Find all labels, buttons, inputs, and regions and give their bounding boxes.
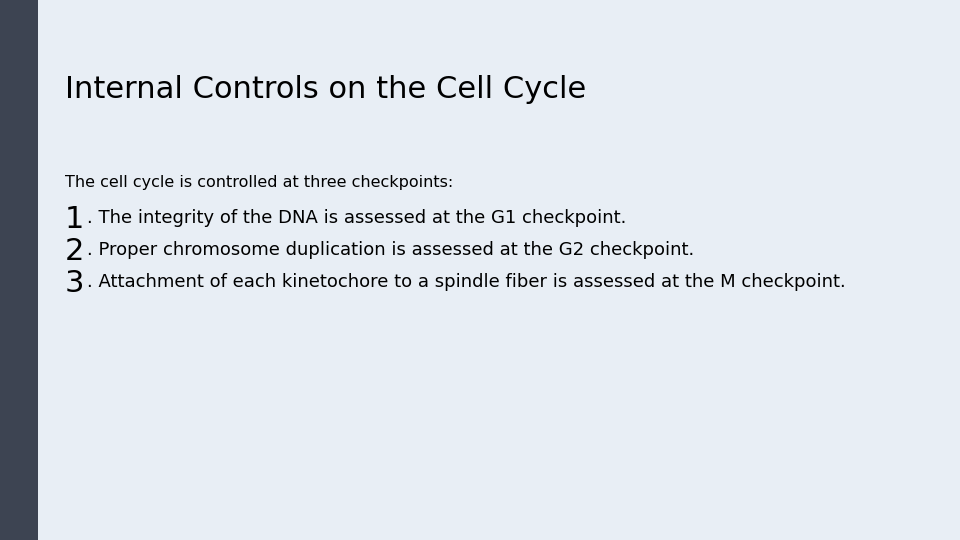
Text: 2: 2 — [65, 237, 84, 266]
Text: The cell cycle is controlled at three checkpoints:: The cell cycle is controlled at three ch… — [65, 175, 453, 190]
Text: . Proper chromosome duplication is assessed at the G2 checkpoint.: . Proper chromosome duplication is asses… — [87, 241, 694, 259]
Text: . The integrity of the DNA is assessed at the G1 checkpoint.: . The integrity of the DNA is assessed a… — [87, 209, 626, 227]
Text: Internal Controls on the Cell Cycle: Internal Controls on the Cell Cycle — [65, 75, 587, 104]
Bar — [0, 0, 38, 540]
Text: 1: 1 — [65, 205, 84, 234]
Text: . Attachment of each kinetochore to a spindle fiber is assessed at the M checkpo: . Attachment of each kinetochore to a sp… — [87, 273, 846, 291]
Text: 3: 3 — [65, 269, 84, 298]
